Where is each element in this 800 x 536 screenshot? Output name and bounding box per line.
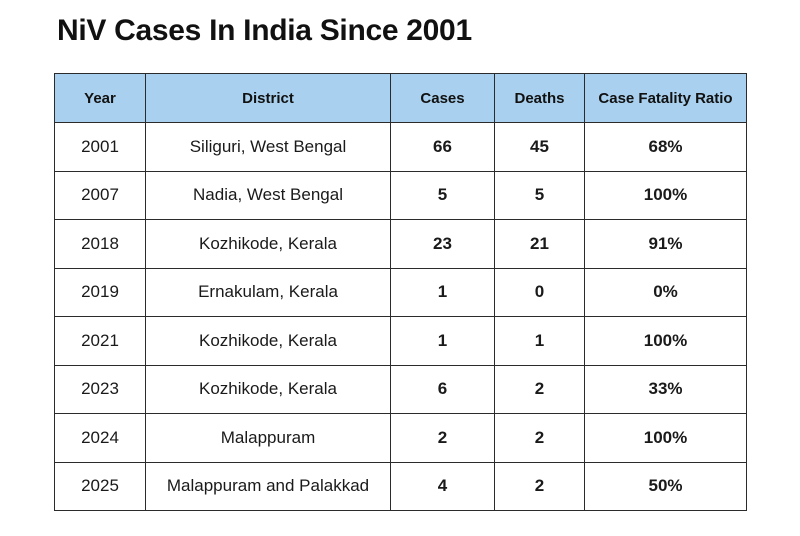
cell-district: Kozhikode, Kerala <box>145 219 391 269</box>
cell-year: 2025 <box>54 461 146 511</box>
table-row: 2019 Ernakulam, Kerala 1 0 0% <box>54 267 747 317</box>
cell-case-fatality-ratio: 100% <box>584 170 747 220</box>
cell-district: Siliguri, West Bengal <box>145 122 391 172</box>
cell-cases: 1 <box>390 267 495 317</box>
column-header-cases: Cases <box>390 73 495 123</box>
cell-case-fatality-ratio: 50% <box>584 461 747 511</box>
column-header-year: Year <box>54 73 146 123</box>
cell-year: 2001 <box>54 122 146 172</box>
cell-cases: 2 <box>390 413 495 463</box>
column-header-case-fatality-ratio: Case Fatality Ratio <box>584 73 747 123</box>
table-row: 2025 Malappuram and Palakkad 4 2 50% <box>54 461 747 511</box>
cell-deaths: 21 <box>494 219 585 269</box>
cell-case-fatality-ratio: 91% <box>584 219 747 269</box>
cell-year: 2024 <box>54 413 146 463</box>
cell-district: Kozhikode, Kerala <box>145 364 391 414</box>
cell-deaths: 2 <box>494 413 585 463</box>
cell-case-fatality-ratio: 100% <box>584 316 747 366</box>
cell-year: 2023 <box>54 364 146 414</box>
table-row: 2023 Kozhikode, Kerala 6 2 33% <box>54 364 747 414</box>
cell-case-fatality-ratio: 0% <box>584 267 747 317</box>
cell-cases: 1 <box>390 316 495 366</box>
niv-cases-table: Year District Cases Deaths Case Fatality… <box>54 73 747 511</box>
cell-deaths: 1 <box>494 316 585 366</box>
cell-district: Ernakulam, Kerala <box>145 267 391 317</box>
table-row: 2007 Nadia, West Bengal 5 5 100% <box>54 170 747 220</box>
cell-year: 2019 <box>54 267 146 317</box>
cell-district: Kozhikode, Kerala <box>145 316 391 366</box>
table-row: 2024 Malappuram 2 2 100% <box>54 413 747 463</box>
table-row: 2001 Siliguri, West Bengal 66 45 68% <box>54 122 747 172</box>
cell-district: Nadia, West Bengal <box>145 170 391 220</box>
cell-cases: 6 <box>390 364 495 414</box>
cell-deaths: 2 <box>494 364 585 414</box>
cell-cases: 23 <box>390 219 495 269</box>
cell-year: 2007 <box>54 170 146 220</box>
cell-year: 2021 <box>54 316 146 366</box>
column-header-deaths: Deaths <box>494 73 585 123</box>
column-header-district: District <box>145 73 391 123</box>
cell-deaths: 5 <box>494 170 585 220</box>
cell-case-fatality-ratio: 68% <box>584 122 747 172</box>
table-row: 2021 Kozhikode, Kerala 1 1 100% <box>54 316 747 366</box>
cell-cases: 4 <box>390 461 495 511</box>
cell-case-fatality-ratio: 100% <box>584 413 747 463</box>
cell-district: Malappuram and Palakkad <box>145 461 391 511</box>
cell-cases: 66 <box>390 122 495 172</box>
cell-deaths: 0 <box>494 267 585 317</box>
cell-deaths: 45 <box>494 122 585 172</box>
table-header-row: Year District Cases Deaths Case Fatality… <box>54 73 747 123</box>
cell-case-fatality-ratio: 33% <box>584 364 747 414</box>
cell-cases: 5 <box>390 170 495 220</box>
page-title: NiV Cases In India Since 2001 <box>57 14 472 47</box>
cell-year: 2018 <box>54 219 146 269</box>
cell-district: Malappuram <box>145 413 391 463</box>
cell-deaths: 2 <box>494 461 585 511</box>
table-row: 2018 Kozhikode, Kerala 23 21 91% <box>54 219 747 269</box>
